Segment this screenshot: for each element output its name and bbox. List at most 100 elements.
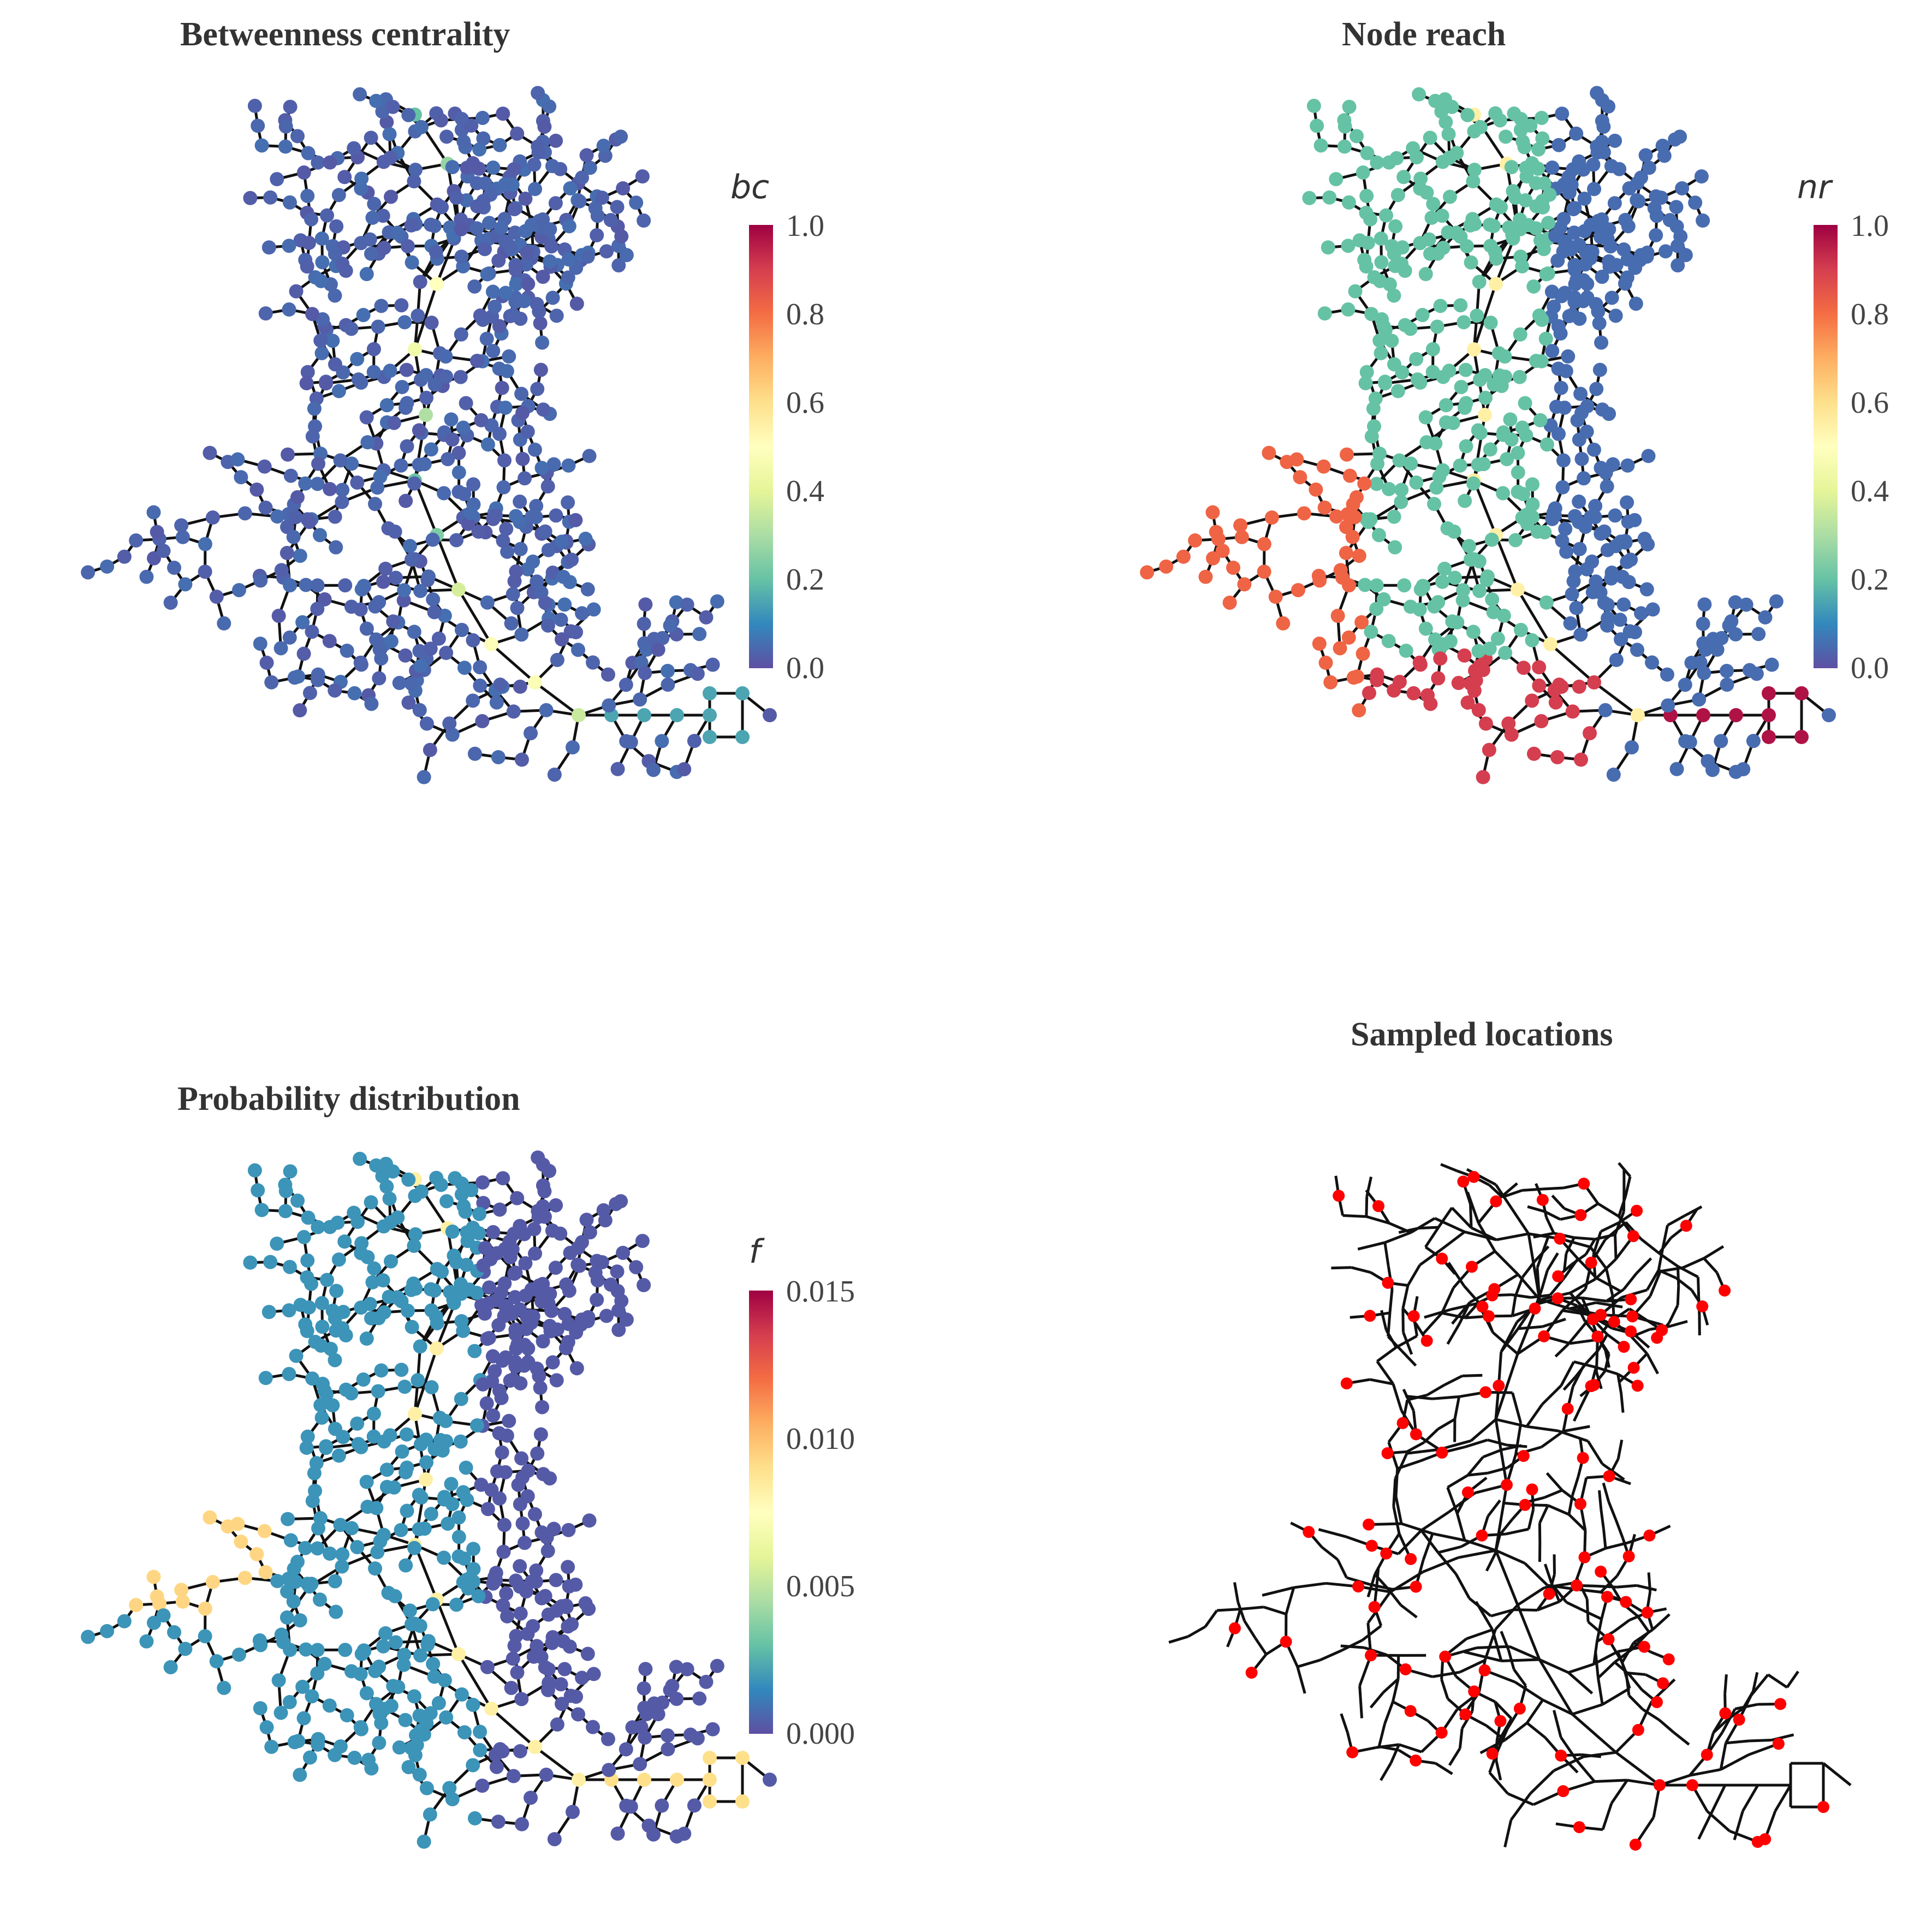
network-node bbox=[1579, 245, 1594, 260]
network-node bbox=[237, 1571, 252, 1585]
network-node bbox=[575, 606, 590, 621]
network-node bbox=[1551, 426, 1566, 441]
edge bbox=[1451, 1301, 1471, 1325]
network-node bbox=[1458, 494, 1472, 508]
network-node bbox=[1486, 605, 1501, 620]
network-node bbox=[1583, 726, 1597, 741]
network-node bbox=[414, 1184, 429, 1199]
network-node bbox=[310, 602, 325, 616]
network-node bbox=[1620, 458, 1635, 473]
network-node bbox=[1573, 752, 1588, 767]
edge bbox=[1598, 1490, 1603, 1510]
network-node bbox=[1424, 210, 1439, 225]
network-node bbox=[1498, 646, 1513, 661]
network-node bbox=[1387, 288, 1401, 303]
edge bbox=[1511, 1392, 1523, 1424]
network-node bbox=[513, 1606, 528, 1621]
edge bbox=[1569, 1277, 1596, 1294]
network-node bbox=[1566, 202, 1581, 217]
network-node bbox=[543, 222, 557, 237]
edge bbox=[1475, 1601, 1494, 1631]
network-node bbox=[575, 1235, 590, 1250]
panel-title: Sampled locations bbox=[1351, 1016, 1613, 1053]
sampled-location bbox=[1501, 1479, 1513, 1491]
edge bbox=[1720, 1753, 1750, 1771]
network-node bbox=[429, 245, 443, 259]
network-node bbox=[424, 442, 438, 457]
network-node bbox=[661, 1728, 675, 1743]
network-node bbox=[328, 1747, 342, 1762]
network-node bbox=[299, 578, 313, 592]
network-node bbox=[376, 209, 390, 223]
network-node bbox=[506, 587, 520, 602]
network-node bbox=[1416, 579, 1430, 593]
network-node bbox=[1460, 695, 1475, 710]
network-node bbox=[1532, 678, 1547, 693]
edge bbox=[1321, 1546, 1339, 1561]
network-node bbox=[506, 704, 521, 719]
sampled-location bbox=[1602, 1633, 1615, 1645]
network-node bbox=[1642, 160, 1656, 175]
network-node bbox=[457, 487, 472, 502]
network-node bbox=[413, 658, 428, 673]
network-node bbox=[198, 1629, 212, 1644]
edge bbox=[1482, 1448, 1502, 1459]
network-node bbox=[412, 644, 427, 658]
network-node bbox=[1515, 420, 1530, 435]
network-node bbox=[253, 1638, 268, 1652]
network-node bbox=[735, 1751, 750, 1765]
network-node bbox=[484, 637, 498, 651]
network-node bbox=[1569, 601, 1584, 615]
edge bbox=[1571, 1713, 1617, 1753]
edge bbox=[1524, 1562, 1549, 1586]
network-node bbox=[313, 333, 328, 348]
network-node bbox=[431, 1696, 446, 1710]
network-node bbox=[1413, 236, 1428, 251]
network-node bbox=[384, 1698, 399, 1713]
network-node bbox=[1525, 477, 1540, 492]
network-node bbox=[520, 424, 535, 439]
edge bbox=[1336, 1559, 1348, 1579]
network-node bbox=[1530, 524, 1545, 539]
network-node bbox=[307, 1466, 322, 1481]
network-node bbox=[509, 277, 524, 292]
network-node bbox=[1614, 632, 1628, 647]
network-node bbox=[1317, 500, 1332, 515]
network-node bbox=[454, 112, 469, 127]
network-node bbox=[449, 191, 463, 205]
network-node bbox=[1714, 734, 1728, 748]
network-node bbox=[1470, 308, 1484, 323]
network-node bbox=[398, 1713, 413, 1727]
network-node bbox=[300, 365, 315, 379]
network-node bbox=[1565, 307, 1579, 322]
network-node bbox=[344, 1386, 359, 1401]
network-node bbox=[347, 1205, 361, 1220]
edge bbox=[1494, 1353, 1519, 1420]
edge bbox=[1526, 1722, 1547, 1739]
sampled-location bbox=[1585, 1256, 1597, 1269]
network-node bbox=[404, 1282, 419, 1297]
edge bbox=[1596, 1584, 1617, 1589]
sampled-location bbox=[1574, 1497, 1586, 1510]
network-node bbox=[1487, 377, 1501, 392]
network-node bbox=[377, 1305, 391, 1319]
network-node bbox=[270, 172, 284, 187]
edge bbox=[1667, 1214, 1685, 1227]
edge bbox=[1168, 1635, 1188, 1644]
network-node bbox=[1525, 633, 1539, 647]
network-node bbox=[401, 1172, 416, 1187]
network-node bbox=[497, 453, 512, 468]
edge bbox=[1536, 1267, 1541, 1300]
network-node bbox=[531, 1204, 545, 1218]
network-node bbox=[407, 1239, 421, 1253]
network-node bbox=[299, 1440, 314, 1455]
network-node bbox=[1516, 661, 1531, 675]
network-node bbox=[1378, 376, 1393, 391]
network-node bbox=[1598, 703, 1613, 717]
sampled-location bbox=[1396, 1417, 1409, 1429]
network-node bbox=[638, 597, 653, 612]
network-node bbox=[1545, 344, 1560, 359]
edge bbox=[1529, 1769, 1555, 1795]
network-node bbox=[610, 762, 625, 776]
network-node bbox=[314, 1410, 329, 1425]
